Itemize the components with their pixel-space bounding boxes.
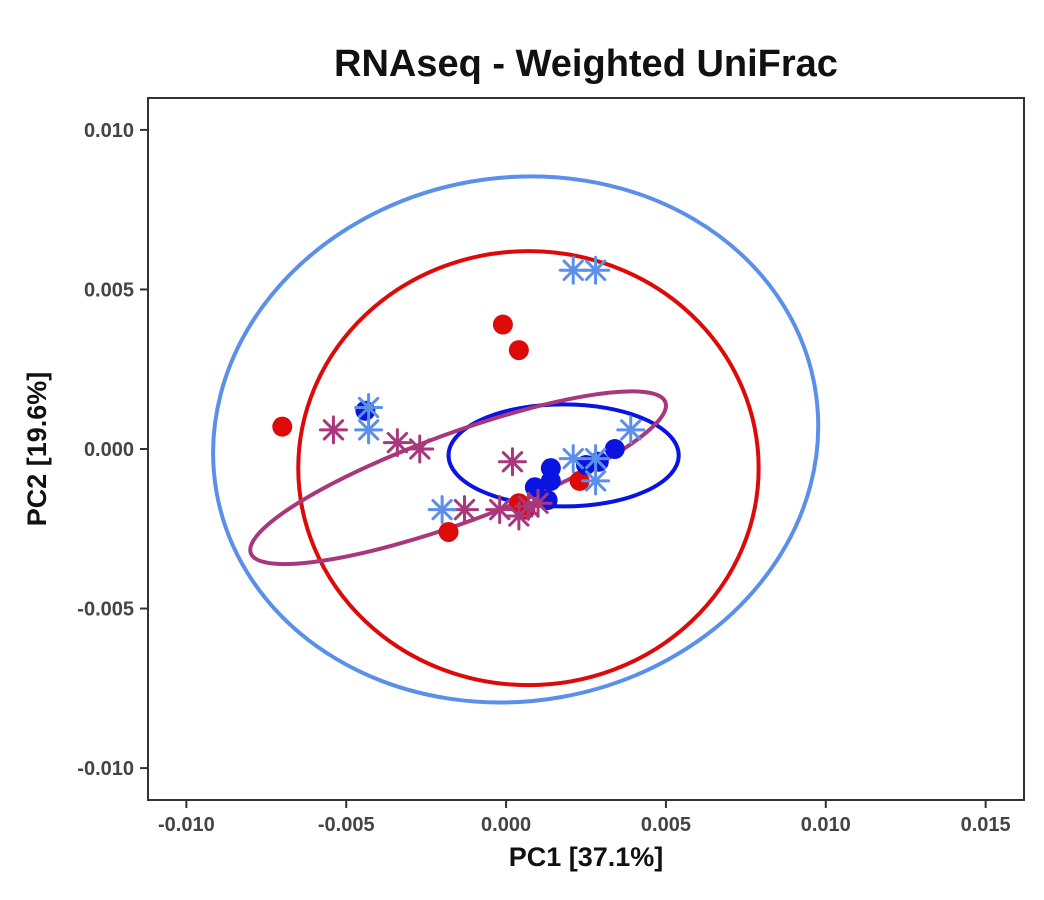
y-tick-label: 0.000 — [84, 439, 134, 461]
y-axis: -0.010 -0.005 0.000 0.005 0.010 — [77, 120, 148, 780]
asterisk-point — [513, 491, 543, 521]
chart-title: RNAseq - Weighted UniFrac — [334, 43, 838, 85]
circle-point — [569, 470, 590, 491]
asterisk-point — [497, 447, 527, 477]
circle-point — [604, 439, 625, 459]
asterisk-point — [318, 415, 348, 445]
y-tick-label: -0.005 — [77, 599, 134, 621]
asterisk-point — [354, 393, 384, 423]
x-tick-label: 0.010 — [801, 814, 851, 836]
asterisk-point — [382, 428, 412, 458]
confidence-ellipse — [446, 402, 681, 509]
asterisk-point — [405, 434, 435, 464]
asterisk-point — [450, 495, 480, 525]
y-tick-label: -0.010 — [77, 758, 134, 780]
asterisk-point — [616, 415, 646, 445]
data-points — [272, 255, 646, 542]
x-tick-label: -0.005 — [318, 814, 375, 836]
confidence-ellipses — [211, 174, 821, 705]
asterisk-point — [485, 495, 515, 525]
x-tick-label: 0.005 — [641, 814, 691, 836]
asterisk-point — [354, 415, 384, 445]
y-tick-label: 0.010 — [84, 120, 134, 142]
x-tick-label: -0.010 — [158, 814, 215, 836]
circle-point — [537, 490, 558, 511]
y-axis-title: PC2 [19.6%] — [22, 372, 52, 527]
y-tick-label: 0.005 — [84, 279, 134, 301]
x-tick-label: 0.015 — [961, 814, 1011, 836]
x-tick-label: 0.000 — [481, 814, 531, 836]
circle-point — [272, 416, 293, 437]
x-axis: -0.010 -0.005 0.000 0.005 0.010 0.015 — [158, 800, 1011, 836]
asterisk-point — [427, 495, 457, 525]
circle-point — [508, 340, 529, 361]
circle-point — [438, 521, 459, 542]
confidence-ellipse — [211, 174, 821, 705]
x-axis-title: PC1 [37.1%] — [509, 842, 664, 872]
circle-point — [524, 477, 545, 498]
asterisk-point — [558, 444, 588, 474]
circle-point — [492, 314, 513, 335]
circle-point — [540, 458, 561, 479]
asterisk-point — [581, 466, 611, 496]
asterisk-point — [581, 255, 611, 285]
confidence-ellipse — [296, 249, 761, 688]
